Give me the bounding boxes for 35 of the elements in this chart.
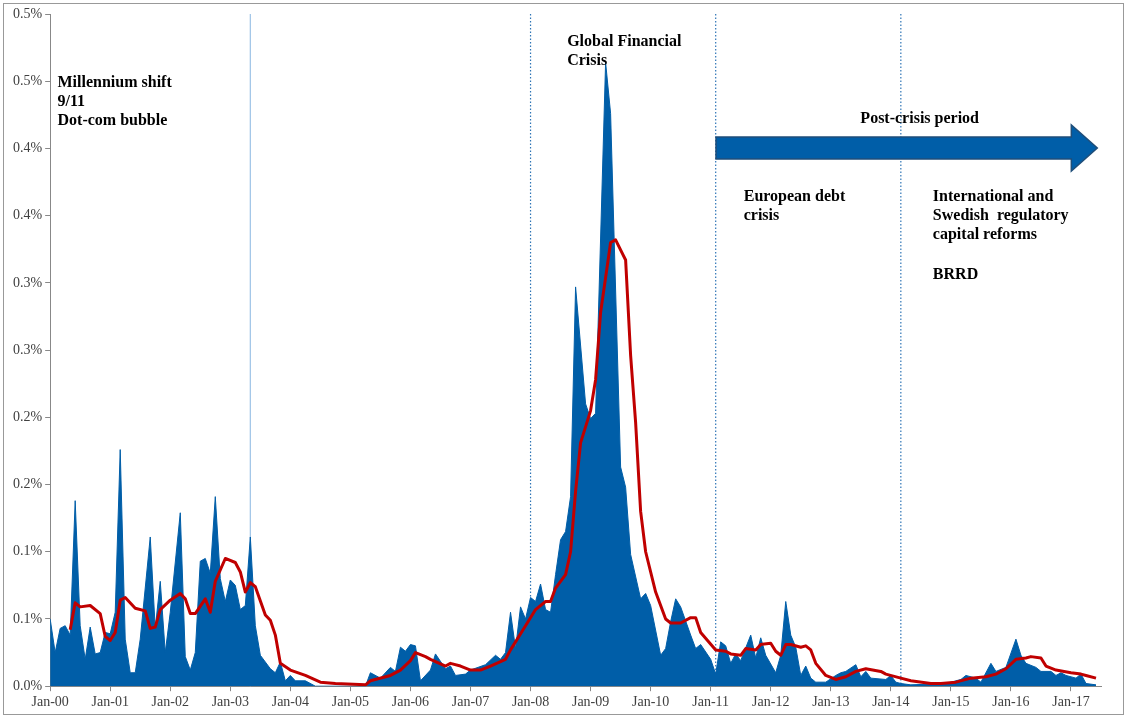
annotation: International and Swedish regulatory capital reforms bbox=[932, 186, 1069, 243]
y-tick-label: 0.0% bbox=[12, 677, 43, 693]
x-tick-label: Jan-12 bbox=[752, 694, 790, 710]
x-tick-label: Jan-09 bbox=[571, 694, 610, 710]
annotation: Global Financial Crisis bbox=[567, 32, 682, 69]
y-tick-label: 0.2% bbox=[12, 408, 43, 424]
x-tick-label: Jan-04 bbox=[271, 694, 310, 710]
y-tick-label: 0.3% bbox=[12, 341, 43, 357]
annotation: BRRD bbox=[932, 264, 979, 282]
x-tick-label: Jan-13 bbox=[812, 694, 850, 710]
x-tick-label: Jan-00 bbox=[31, 694, 69, 710]
y-tick-label: 0.5% bbox=[12, 5, 43, 21]
x-tick-label: Jan-07 bbox=[451, 694, 490, 710]
y-tick-label: 0.2% bbox=[12, 476, 43, 492]
y-tick-label: 0.4% bbox=[12, 207, 43, 223]
x-tick-label: Jan-10 bbox=[631, 694, 670, 710]
x-tick-label: Jan-17 bbox=[1052, 694, 1090, 710]
y-tick-label: 0.1% bbox=[12, 543, 43, 559]
y-tick-label: 0.1% bbox=[12, 610, 43, 626]
x-tick-label: Jan-01 bbox=[91, 694, 129, 710]
y-tick-label: 0.3% bbox=[12, 274, 43, 290]
annotation: Millennium shift 9/11 Dot-com bubble bbox=[57, 72, 173, 128]
x-tick-label: Jan-16 bbox=[992, 694, 1030, 710]
y-tick-label: 0.4% bbox=[12, 140, 43, 156]
annotation: Post-crisis period bbox=[860, 108, 980, 127]
annotation: European debt crisis bbox=[743, 186, 846, 223]
x-tick-label: Jan-15 bbox=[932, 694, 970, 710]
x-tick-label: Jan-03 bbox=[211, 694, 249, 710]
y-tick-label: 0.5% bbox=[12, 72, 43, 88]
x-tick-label: Jan-05 bbox=[331, 694, 370, 710]
x-tick-label: Jan-02 bbox=[151, 694, 189, 710]
x-tick-label: Jan-06 bbox=[391, 694, 430, 710]
x-tick-label: Jan-11 bbox=[692, 694, 730, 710]
x-tick-label: Jan-14 bbox=[872, 694, 910, 710]
x-tick-label: Jan-08 bbox=[511, 694, 550, 710]
